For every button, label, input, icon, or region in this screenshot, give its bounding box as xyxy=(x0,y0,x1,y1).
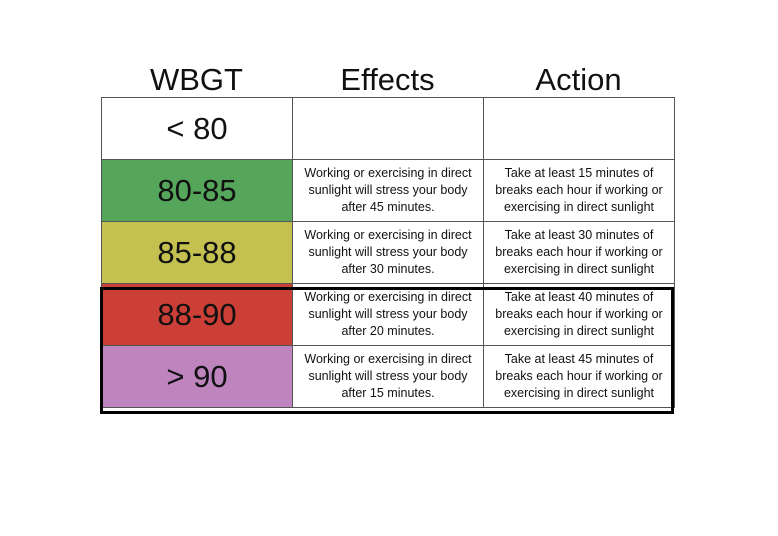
effect-cell: Working or exercising in direct sunlight… xyxy=(292,345,484,408)
table-row: 85-88 Working or exercising in direct su… xyxy=(101,221,675,284)
action-column-header: Action xyxy=(535,62,622,97)
table-row: 80-85 Working or exercising in direct su… xyxy=(101,159,675,222)
wbgt-table: < 80 80-85 Working or exercising in dire… xyxy=(101,97,675,408)
wbgt-range-cell: 88-90 xyxy=(101,283,293,346)
wbgt-range-cell: < 80 xyxy=(101,97,293,160)
table-row: < 80 xyxy=(101,97,675,160)
wbgt-column-header: WBGT xyxy=(150,62,243,97)
effects-column-header: Effects xyxy=(340,62,435,97)
effect-cell xyxy=(292,97,484,160)
table-header-row: WBGT Effects Action xyxy=(101,62,674,98)
effect-cell: Working or exercising in direct sunlight… xyxy=(292,221,484,284)
action-cell: Take at least 15 minutes of breaks each … xyxy=(483,159,675,222)
action-cell xyxy=(483,97,675,160)
table-row: > 90 Working or exercising in direct sun… xyxy=(101,345,675,408)
action-cell: Take at least 40 minutes of breaks each … xyxy=(483,283,675,346)
wbgt-range-cell: 85-88 xyxy=(101,221,293,284)
action-cell: Take at least 45 minutes of breaks each … xyxy=(483,345,675,408)
action-cell: Take at least 30 minutes of breaks each … xyxy=(483,221,675,284)
effect-cell: Working or exercising in direct sunlight… xyxy=(292,283,484,346)
wbgt-range-cell: 80-85 xyxy=(101,159,293,222)
effect-cell: Working or exercising in direct sunlight… xyxy=(292,159,484,222)
table-row: 88-90 Working or exercising in direct su… xyxy=(101,283,675,346)
wbgt-range-cell: > 90 xyxy=(101,345,293,408)
